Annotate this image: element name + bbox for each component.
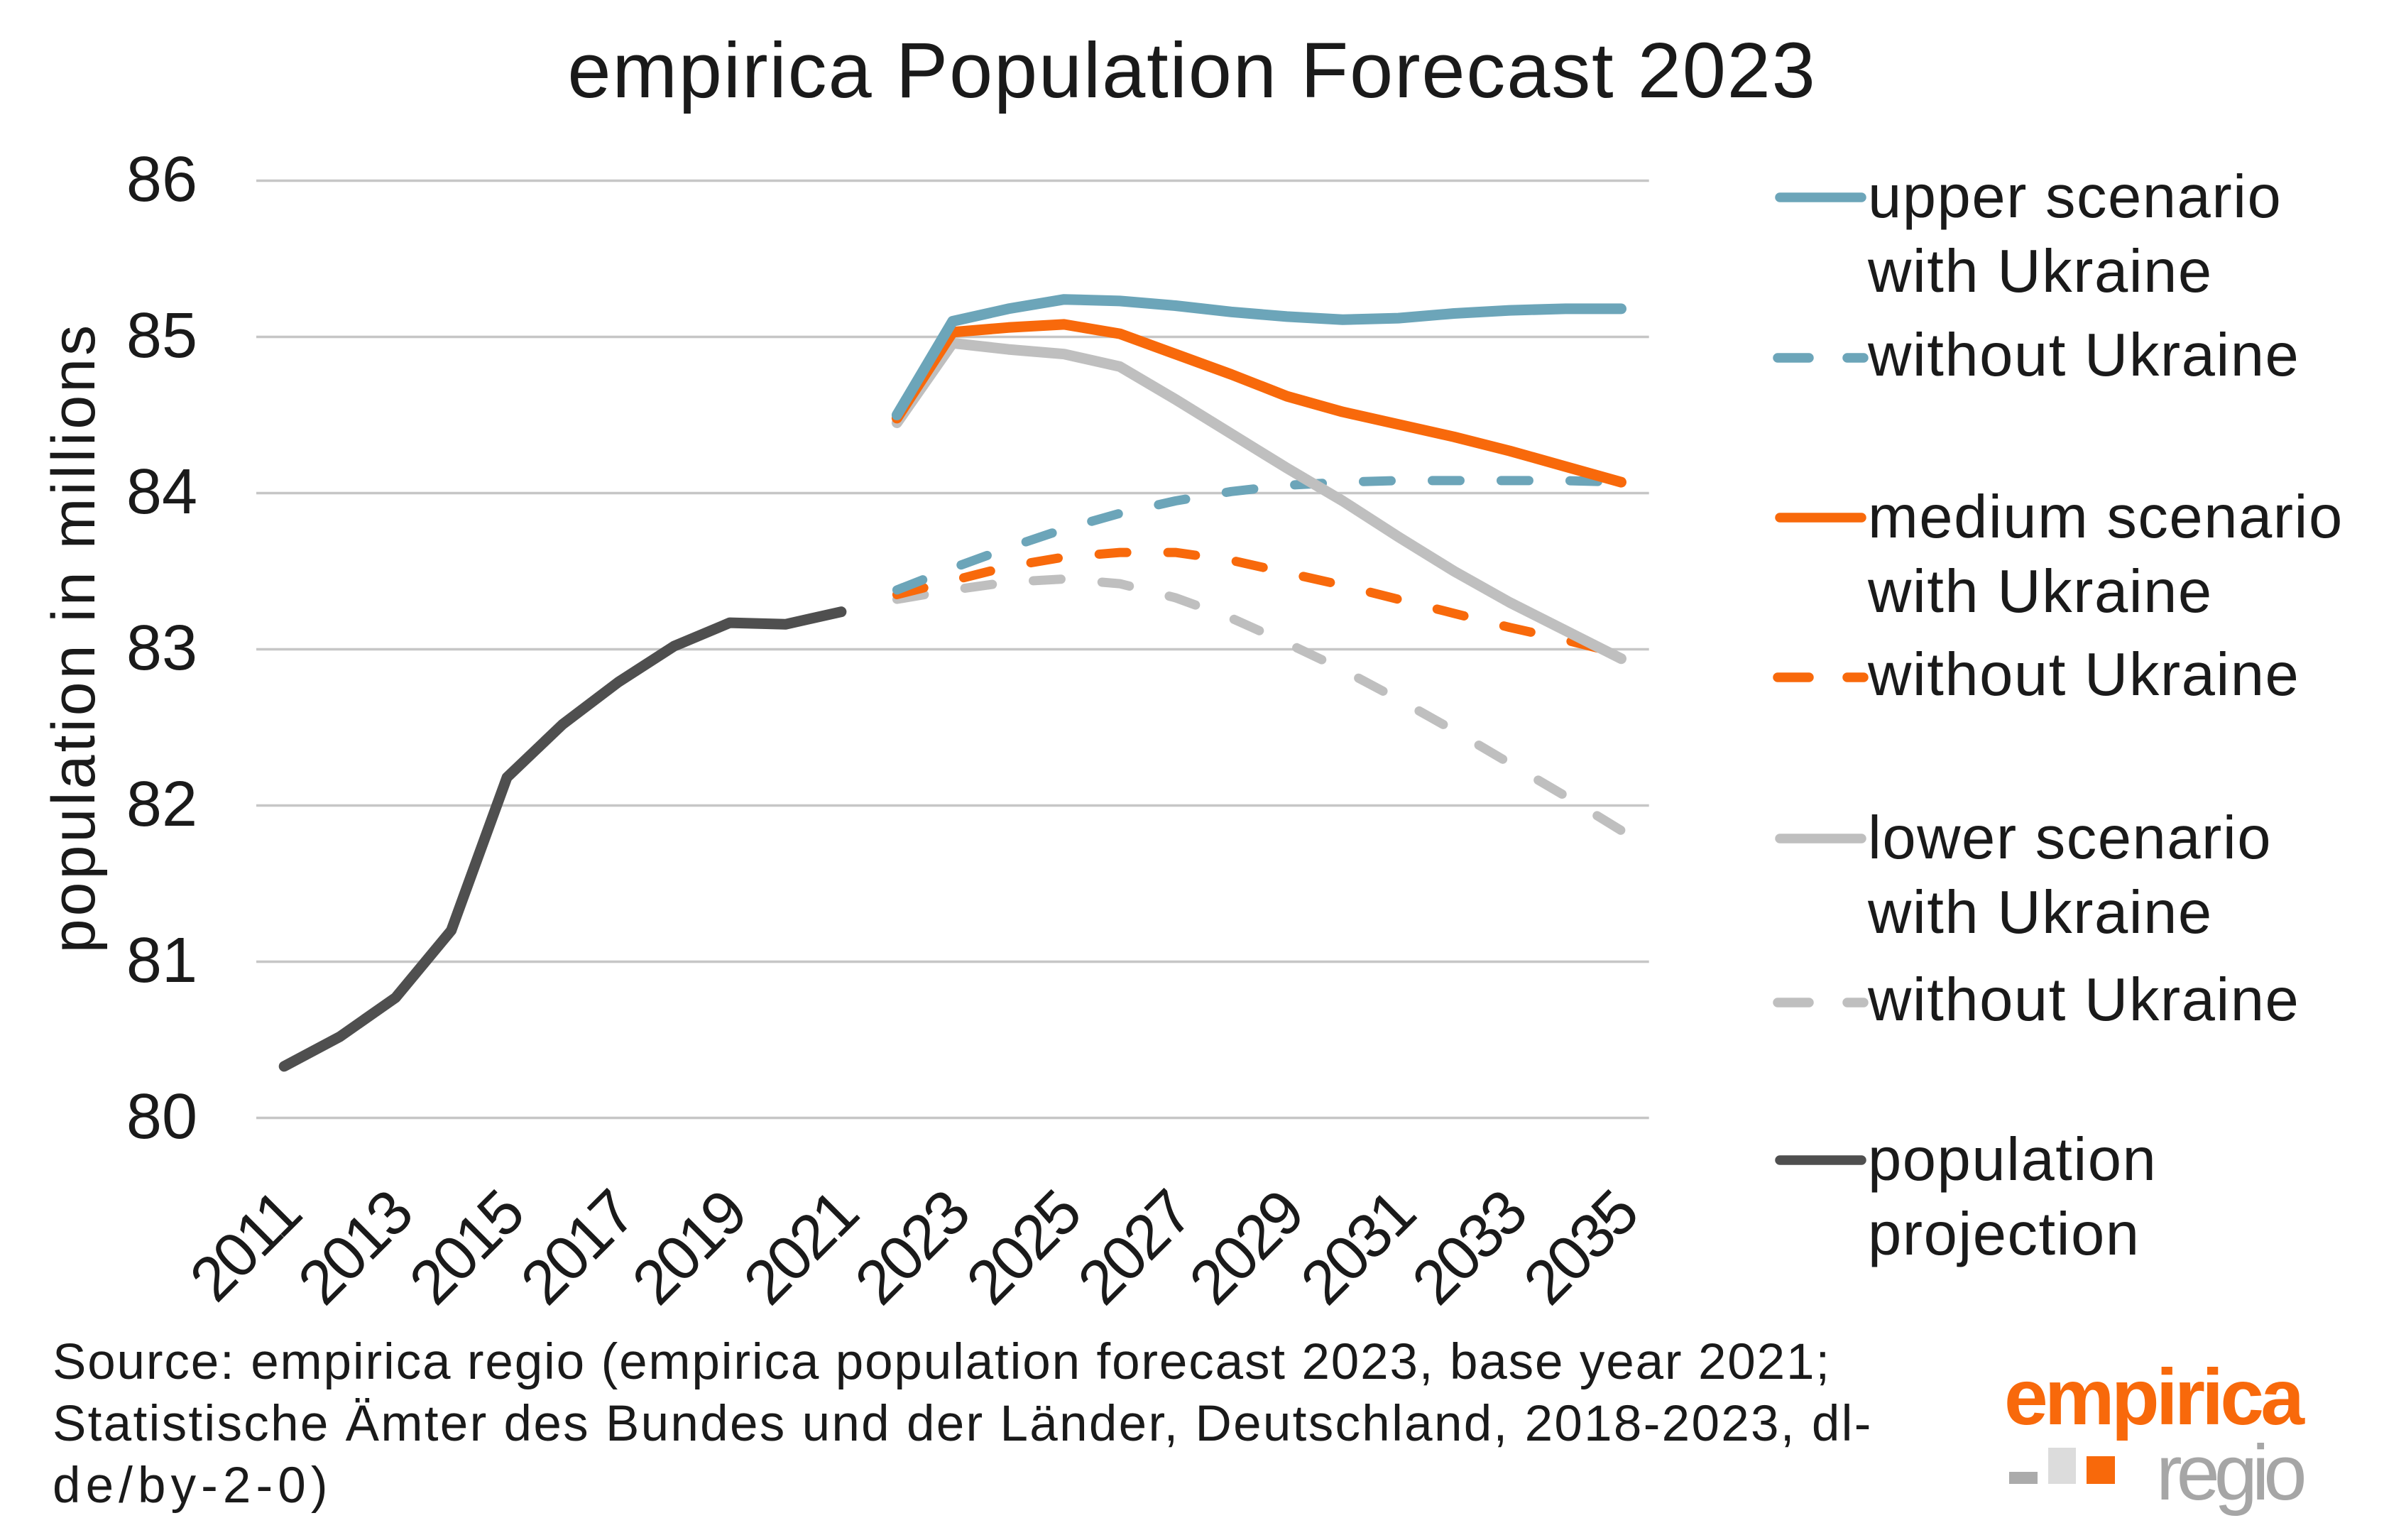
svg-text:83: 83 bbox=[126, 613, 197, 684]
svg-text:with Ukraine: with Ukraine bbox=[1867, 879, 2213, 946]
svg-text:without Ukraine: without Ukraine bbox=[1867, 641, 2300, 709]
svg-text:Source: empirica regio (empiri: Source: empirica regio (empirica populat… bbox=[53, 1334, 1831, 1390]
svg-text:Statistische Ämter des Bundes: Statistische Ämter des Bundes und der Lä… bbox=[53, 1396, 1873, 1452]
svg-text:with Ukraine: with Ukraine bbox=[1867, 238, 2213, 305]
svg-text:de/by-2-0): de/by-2-0) bbox=[53, 1458, 333, 1514]
svg-text:80: 80 bbox=[126, 1081, 197, 1152]
svg-text:regio: regio bbox=[2156, 1429, 2304, 1517]
svg-text:medium scenario: medium scenario bbox=[1868, 484, 2344, 551]
svg-text:without Ukraine: without Ukraine bbox=[1867, 322, 2300, 389]
svg-text:empirica Population Forecast 2: empirica Population Forecast 2023 bbox=[567, 27, 1816, 114]
svg-text:population in millions: population in millions bbox=[40, 322, 108, 954]
svg-text:84: 84 bbox=[126, 457, 197, 528]
svg-text:with Ukraine: with Ukraine bbox=[1867, 558, 2213, 626]
svg-text:85: 85 bbox=[126, 300, 197, 371]
svg-text:81: 81 bbox=[126, 925, 197, 996]
svg-text:empirica: empirica bbox=[2004, 1353, 2305, 1441]
svg-text:without Ukraine: without Ukraine bbox=[1867, 966, 2300, 1034]
svg-text:population: population bbox=[1868, 1126, 2157, 1194]
svg-text:86: 86 bbox=[126, 144, 197, 215]
svg-text:lower scenario: lower scenario bbox=[1868, 804, 2272, 872]
svg-text:projection: projection bbox=[1868, 1201, 2140, 1268]
svg-text:upper scenario: upper scenario bbox=[1868, 163, 2282, 231]
svg-text:82: 82 bbox=[126, 769, 197, 840]
